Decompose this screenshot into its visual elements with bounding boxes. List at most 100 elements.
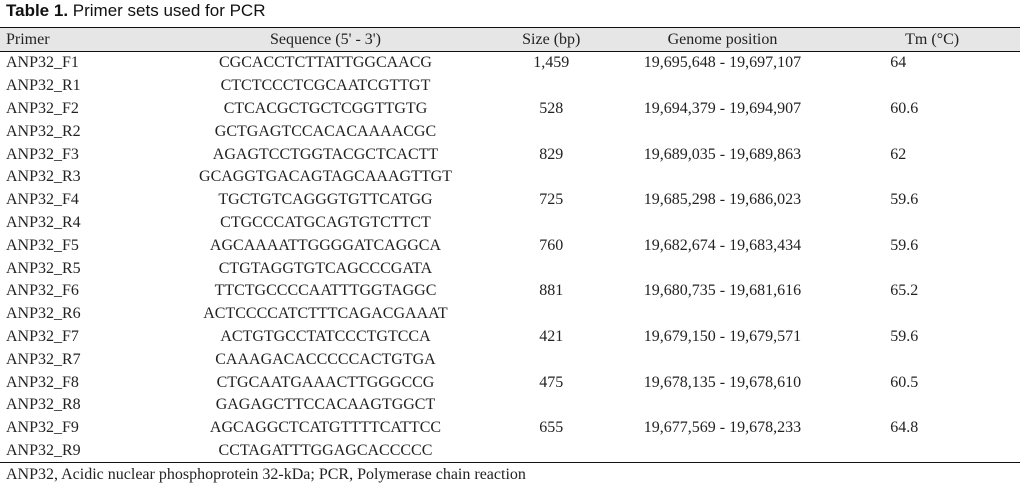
table-header: Primer Sequence (5' - 3') Size (bp) Geno…	[0, 27, 1020, 52]
table-row: ANP32_R3 GCAGGTGACAGTAGCAAAGTTGT	[0, 166, 1020, 189]
cell-primer: ANP32_F1	[6, 54, 79, 72]
table-caption: Table 1. Primer sets used for PCR	[6, 0, 266, 22]
cell-size: 475	[539, 373, 564, 391]
header-genome-position: Genome position	[600, 27, 845, 52]
table-footnote: ANP32, Acidic nuclear phosphoprotein 32-…	[6, 466, 526, 483]
cell-genome-position	[600, 439, 845, 464]
header-size: Size (bp)	[501, 27, 601, 52]
cell-primer: ANP32_R2	[6, 122, 81, 140]
cell-tm	[844, 212, 1020, 235]
cell-tm: 64.8	[890, 419, 919, 437]
cell-tm	[844, 120, 1020, 143]
cell-size: 881	[539, 282, 564, 300]
cell-primer: ANP32_F9	[6, 419, 79, 437]
cell-tm: 60.5	[890, 373, 919, 391]
table-row: ANP32_F8 CTGCAATGAAACTTGGGCCG 475 19,678,13…	[0, 371, 1020, 394]
table-row: ANP32_R1 CTCTCCCTCGCAATCGTTGT	[0, 75, 1020, 98]
cell-tm: 62	[890, 145, 907, 163]
table-row: ANP32_R9 CCTAGATTTGGAGCACCCCC	[0, 439, 1020, 464]
cell-size	[502, 120, 601, 143]
cell-primer: ANP32_R1	[6, 77, 81, 95]
cell-primer: ANP32_R6	[6, 305, 81, 323]
cell-tm: 59.6	[890, 327, 919, 345]
table-row: ANP32_F2 CTCACGCTGCTCGGTTGTG 528 19,694,379…	[0, 98, 1020, 121]
cell-genome-position	[601, 303, 845, 326]
cell-size: 655	[539, 419, 564, 437]
cell-size	[502, 394, 601, 417]
table-row: ANP32_R5 CTGTAGGTGTCAGCCCGATA	[0, 257, 1020, 280]
table-row: ANP32_F6 TTCTGCCCCAATTTGGTAGGC 881 19,680,7…	[0, 280, 1020, 303]
cell-size: 725	[539, 191, 564, 209]
cell-size: 421	[539, 327, 564, 345]
cell-tm	[844, 257, 1020, 280]
table-row: ANP32_R7 CAAAGACACCCCCACTGTGA	[0, 348, 1020, 371]
cell-primer: ANP32_F2	[6, 99, 79, 117]
cell-genome-position	[601, 348, 845, 371]
table-row: ANP32_R4 CTGCCCATGCAGTGTCTTCT	[0, 212, 1020, 235]
cell-tm: 64	[890, 54, 907, 72]
cell-sequence: AGCAGGCTCATGTTTTCATTCC	[209, 419, 442, 437]
cell-primer: ANP32_R7	[6, 350, 81, 368]
cell-size: 829	[539, 145, 564, 163]
cell-size	[502, 303, 601, 326]
table-caption-label: Table 1.	[6, 1, 69, 20]
cell-tm	[844, 439, 1020, 464]
table-row: ANP32_R2 GCTGAGTCCACACAAAACGC	[0, 120, 1020, 143]
cell-genome-position	[601, 166, 845, 189]
table-row: ANP32_R8 GAGAGCTTCCACAAGTGGCT	[0, 394, 1020, 417]
cell-tm	[844, 75, 1020, 98]
table-row: ANP32_F3 AGAGTCCTGGTACGCTCACTT 829 19,689,0…	[0, 143, 1020, 166]
cell-tm	[844, 166, 1020, 189]
cell-sequence: TGCTGTCAGGGTGTTCATGG	[218, 191, 433, 209]
cell-sequence: ACTCCCCATCTTTCAGACGAAAT	[203, 305, 448, 323]
cell-tm	[844, 348, 1020, 371]
cell-primer: ANP32_R5	[6, 259, 81, 277]
cell-tm: 59.6	[890, 191, 919, 209]
cell-sequence: CTCTCCCTCGCAATCGTTGT	[220, 77, 431, 95]
cell-genome-position: 19,694,379 - 19,694,907	[643, 99, 802, 117]
header-tm: Tm (°C)	[844, 27, 1020, 52]
cell-genome-position: 19,677,569 - 19,678,233	[643, 419, 802, 437]
cell-sequence: CCTAGATTTGGAGCACCCCC	[149, 439, 502, 464]
table-row: ANP32_F4 TGCTGTCAGGGTGTTCATGG 725 19,685,29…	[0, 189, 1020, 212]
cell-sequence: CAAAGACACCCCCACTGTGA	[215, 350, 436, 368]
cell-primer: ANP32_F5	[6, 236, 79, 254]
cell-genome-position: 19,695,648 - 19,697,107	[643, 54, 802, 72]
cell-genome-position	[601, 257, 845, 280]
cell-primer: ANP32_R3	[6, 168, 81, 186]
cell-sequence: CTCACGCTGCTCGGTTGTG	[223, 99, 428, 117]
cell-tm: 60.6	[890, 99, 919, 117]
cell-size	[502, 166, 601, 189]
cell-tm: 59.6	[890, 236, 919, 254]
cell-primer: ANP32_F4	[6, 191, 79, 209]
cell-size	[502, 348, 601, 371]
table-caption-text: Primer sets used for PCR	[68, 1, 266, 20]
cell-tm: 65.2	[890, 282, 919, 300]
cell-primer: ANP32_R8	[6, 396, 81, 414]
cell-size: 528	[539, 99, 564, 117]
cell-sequence: CTGTAGGTGTCAGCCCGATA	[218, 259, 433, 277]
cell-primer: ANP32_R9	[0, 439, 150, 464]
cell-tm	[844, 303, 1020, 326]
cell-genome-position: 19,689,035 - 19,689,863	[643, 145, 802, 163]
cell-sequence: AGCAAAATTGGGGATCAGGCA	[209, 236, 442, 254]
cell-sequence: GAGAGCTTCCACAAGTGGCT	[215, 396, 436, 414]
cell-genome-position: 19,682,674 - 19,683,434	[643, 236, 802, 254]
cell-genome-position	[601, 120, 845, 143]
cell-sequence: AGAGTCCTGGTACGCTCACTT	[212, 145, 439, 163]
cell-genome-position: 19,678,135 - 19,678,610	[643, 373, 802, 391]
cell-primer: ANP32_F3	[6, 145, 79, 163]
cell-primer: ANP32_F8	[6, 373, 79, 391]
cell-primer: ANP32_R4	[6, 213, 81, 231]
header-row: Primer Sequence (5' - 3') Size (bp) Geno…	[0, 27, 1020, 52]
cell-sequence: CTGCAATGAAACTTGGGCCG	[216, 373, 435, 391]
table-row: ANP32_F1 CGCACCTCTTATTGGCAACG 1,459 19,695,…	[0, 52, 1020, 75]
table-row: ANP32_R6 ACTCCCCATCTTTCAGACGAAAT	[0, 303, 1020, 326]
table-row: ANP32_F5 AGCAAAATTGGGGATCAGGCA 760 19,682,6…	[0, 234, 1020, 257]
cell-genome-position	[601, 212, 845, 235]
cell-sequence: GCAGGTGACAGTAGCAAAGTTGT	[199, 168, 452, 186]
cell-genome-position: 19,680,735 - 19,681,616	[643, 282, 802, 300]
cell-size: 1,459	[533, 54, 570, 72]
cell-size: 760	[539, 236, 564, 254]
cell-primer: ANP32_F7	[6, 327, 79, 345]
